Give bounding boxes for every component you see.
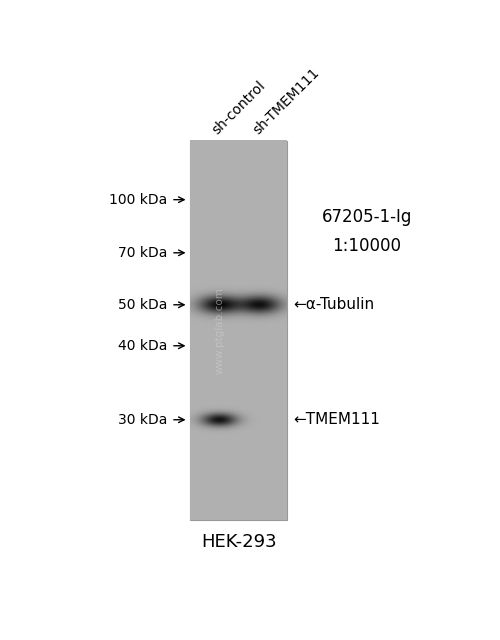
Text: www.ptglab.com: www.ptglab.com [214, 287, 224, 374]
Text: 100 kDa: 100 kDa [109, 193, 167, 207]
Text: HEK-293: HEK-293 [201, 532, 276, 550]
Bar [190, 141, 287, 520]
Text: ←TMEM111: ←TMEM111 [293, 412, 380, 428]
Text: sh-control: sh-control [210, 78, 268, 137]
Text: ←α-Tubulin: ←α-Tubulin [293, 298, 374, 312]
Text: 70 kDa: 70 kDa [118, 246, 167, 260]
Text: 67205-1-Ig: 67205-1-Ig [322, 208, 412, 226]
Text: 30 kDa: 30 kDa [118, 413, 167, 427]
Text: 1:10000: 1:10000 [332, 237, 401, 255]
Text: sh-TMEM111: sh-TMEM111 [250, 65, 322, 137]
Text: 40 kDa: 40 kDa [118, 339, 167, 353]
Text: 50 kDa: 50 kDa [118, 298, 167, 312]
